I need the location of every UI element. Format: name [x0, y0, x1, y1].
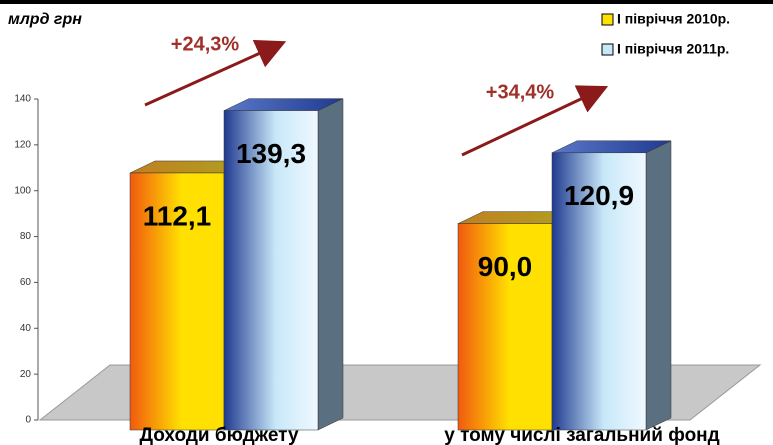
legend-label: І півріччя 2010р.: [617, 11, 730, 27]
value-label: 120,9: [564, 180, 634, 211]
annotation: +34,4%: [486, 81, 555, 103]
legend-label: І півріччя 2011р.: [617, 41, 729, 57]
arrow: [144, 39, 287, 107]
annotation: +24,3%: [171, 33, 240, 55]
bar: [129, 172, 225, 431]
y-tick-label: 140: [14, 94, 31, 105]
y-tick-label: 0: [25, 415, 31, 426]
y-label: млрд грн: [8, 11, 82, 28]
bar: [457, 223, 553, 431]
y-tick-label: 60: [20, 277, 32, 288]
value-label: 90,0: [478, 251, 533, 282]
x-tick-label: Доходи бюджету: [139, 425, 298, 445]
y-tick-label: 100: [14, 185, 31, 196]
value-label: 112,1: [143, 200, 212, 231]
top-strip: [0, 0, 773, 4]
y-tick-label: 80: [20, 231, 32, 242]
value-label: 139,3: [236, 138, 306, 169]
legend-swatch: [601, 13, 614, 26]
y-tick-label: 40: [20, 323, 32, 334]
x-tick-label: у тому числі загальний фонд: [444, 425, 719, 445]
y-tick-label: 20: [20, 369, 32, 380]
y-tick-label: 120: [14, 139, 31, 150]
bar: [223, 110, 319, 431]
bar: [551, 152, 647, 431]
legend-swatch: [601, 43, 614, 56]
bar-side: [317, 98, 344, 431]
arrow: [461, 85, 609, 157]
bar-side: [645, 140, 672, 431]
